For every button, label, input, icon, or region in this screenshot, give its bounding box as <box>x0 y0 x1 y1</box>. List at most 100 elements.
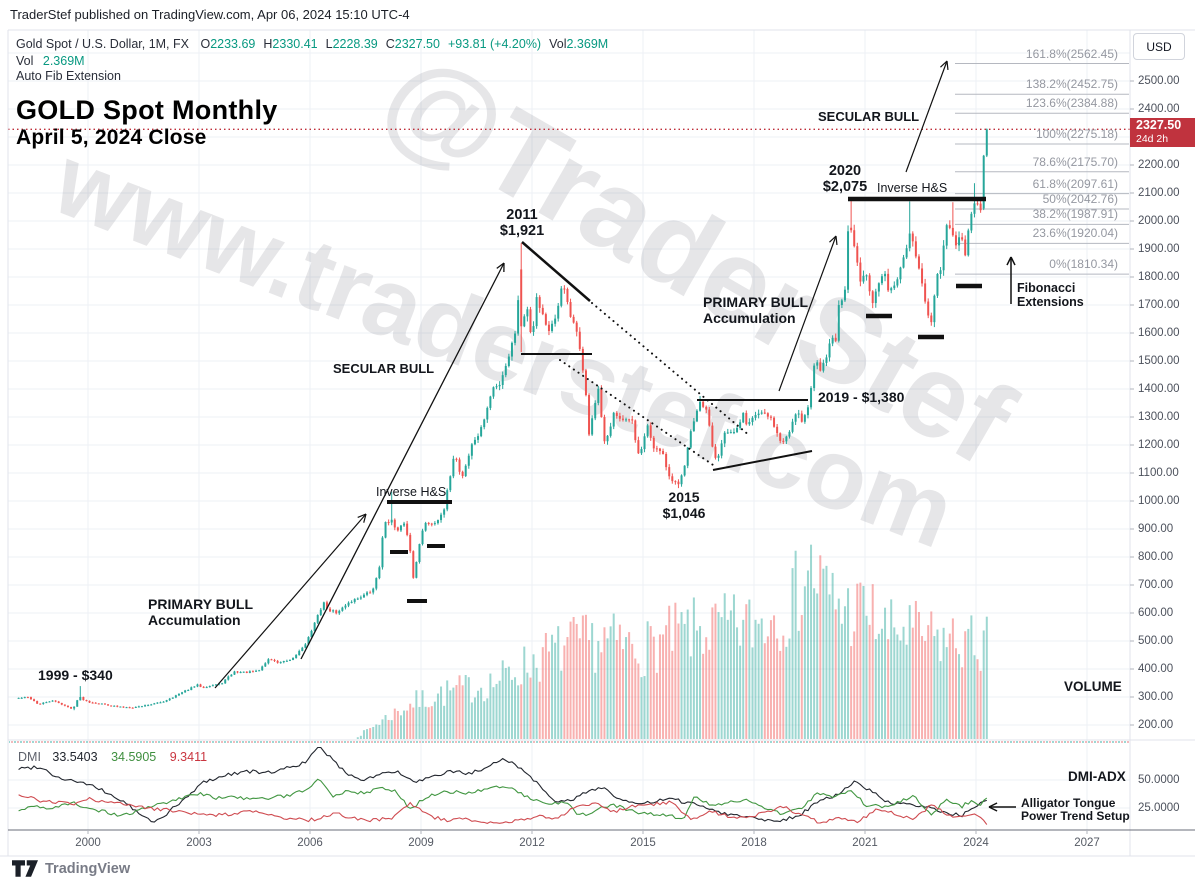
bar-countdown: 24d 2h <box>1136 133 1169 145</box>
year-label: 2024 <box>963 837 989 849</box>
year-label: 2018 <box>741 837 767 849</box>
drawing-arrow-primary-bull-mid[interactable] <box>778 235 838 392</box>
fib-label: 38.2%(1987.91) <box>1032 207 1118 222</box>
symbol-name[interactable]: Gold Spot / U.S. Dollar, 1M, FX <box>16 37 189 51</box>
tradingview-logo-text: TradingView <box>45 860 131 877</box>
fib-label: 78.6%(2175.70) <box>1032 154 1118 169</box>
year-label: 2000 <box>75 837 101 849</box>
label-primary-bull-left[interactable]: PRIMARY BULL Accumulation <box>148 596 253 628</box>
price-tick: 700.00 <box>1138 578 1174 591</box>
drawing-trendline-2015-rising[interactable] <box>712 450 813 471</box>
dmi-line-minus_di <box>18 794 988 825</box>
page-subtitle: April 5, 2024 Close <box>16 126 207 149</box>
drawing-arrow-primary-bull-left[interactable] <box>214 513 367 689</box>
price-tick: 600.00 <box>1138 606 1174 619</box>
price-tick: 900.00 <box>1138 522 1174 535</box>
price-tick: 2500.00 <box>1138 74 1180 87</box>
last-price-value: 2327.50 <box>1136 118 1182 132</box>
year-label: 2015 <box>630 837 656 849</box>
fib-label: 23.6%(1920.04) <box>1032 226 1118 241</box>
label-2015-low[interactable]: 2015 $1,046 <box>662 489 706 521</box>
drawing-arrow-secular-bull-right[interactable] <box>905 60 949 173</box>
year-label: 2027 <box>1074 837 1100 849</box>
price-tick: 1800.00 <box>1138 270 1180 283</box>
quote-value: 2327.50 <box>394 37 440 51</box>
price-tick: 400.00 <box>1138 662 1174 675</box>
label-secular-bull-left[interactable]: SECULAR BULL <box>333 361 435 376</box>
price-tick: 1200.00 <box>1138 438 1180 451</box>
label-2011-peak[interactable]: 2011 $1,921 <box>499 207 545 240</box>
label-1999-base[interactable]: 1999 - $340 <box>38 667 113 683</box>
label-2019-breakout[interactable]: 2019 - $1,380 <box>818 389 905 405</box>
dmi-indicator-lines <box>9 741 1129 825</box>
dmi-line-adx <box>18 746 987 823</box>
quote-key: L <box>325 37 333 51</box>
quote-value: 2233.69 <box>210 37 256 51</box>
price-tick: 500.00 <box>1138 634 1174 647</box>
price-tick: 800.00 <box>1138 550 1174 563</box>
autofib-legend-label: Auto Fib Extension <box>16 69 121 83</box>
label-secular-bull-right[interactable]: SECULAR BULL <box>818 109 920 124</box>
dmi-legend-row[interactable]: DMI 33.5403 34.5905 9.3411 <box>18 750 207 764</box>
fib-label: 61.8%(2097.61) <box>1032 176 1118 191</box>
fib-extension-lines[interactable] <box>955 63 1129 275</box>
drawing-trendline-2011[interactable] <box>521 241 591 302</box>
dmi-scale-tick: 25.0000 <box>1138 801 1180 814</box>
price-tick: 2000.00 <box>1138 214 1180 227</box>
year-label: 2006 <box>297 837 323 849</box>
quote-value: 2228.39 <box>332 37 378 51</box>
quote-key: Vol <box>549 37 567 51</box>
symbol-quote-values: O2233.69 H2330.41 L2228.39 C2327.50 +93.81 (… <box>192 37 608 51</box>
tradingview-logo-icon <box>12 860 38 877</box>
label-primary-bull-mid[interactable]: PRIMARY BULL Accumulation <box>703 294 808 326</box>
year-label: 2012 <box>519 837 545 849</box>
year-label: 2021 <box>852 837 878 849</box>
drawing-arrow-alligator[interactable] <box>988 802 1016 812</box>
last-price-badge: 2327.50 24d 2h <box>1130 118 1195 147</box>
fib-label: 123.6%(2384.88) <box>1025 96 1118 111</box>
fib-label: 161.8%(2562.45) <box>1025 46 1118 61</box>
price-tick: 1000.00 <box>1138 494 1180 507</box>
autofib-legend-row[interactable]: Auto Fib Extension <box>16 69 121 83</box>
price-tick: 1500.00 <box>1138 354 1180 367</box>
label-dmi-adx[interactable]: DMI-ADX <box>1068 769 1126 784</box>
label-2020-peak[interactable]: 2020 $2,075 <box>822 163 868 196</box>
quote-value: 2330.41 <box>272 37 318 51</box>
label-inverse-hs-right[interactable]: Inverse H&S <box>877 181 948 195</box>
fib-label: 50%(2042.76) <box>1042 192 1118 207</box>
dmi-plus-di-value: 34.5905 <box>111 750 157 764</box>
dmi-minus-di-value: 9.3411 <box>169 750 208 764</box>
dmi-scale-tick: 50.0000 <box>1138 773 1180 786</box>
label-alligator[interactable]: Alligator Tongue Power Trend Setup <box>1021 796 1130 824</box>
dmi-adx-value: 33.5403 <box>52 750 98 764</box>
candlesticks <box>17 128 988 711</box>
dmi-legend-label: DMI <box>18 750 41 764</box>
label-inverse-hs-left[interactable]: Inverse H&S <box>376 485 447 499</box>
drawing-arrow-secular-bull-left[interactable] <box>300 262 505 660</box>
symbol-legend-row[interactable]: Gold Spot / U.S. Dollar, 1M, FX O2233.69… <box>16 37 608 51</box>
volume-legend-row[interactable]: Vol 2.369M <box>16 54 85 68</box>
year-label: 2009 <box>408 837 434 849</box>
label-volume[interactable]: VOLUME <box>1064 679 1122 694</box>
chart-drawings[interactable] <box>214 60 1016 812</box>
quote-key: O <box>200 37 211 51</box>
fib-label: 100%(2275.18) <box>1035 126 1118 141</box>
volume-bars <box>356 544 988 739</box>
footer-logo[interactable]: TradingView <box>12 860 130 877</box>
drawing-dotted-downtrend-upper[interactable] <box>591 302 751 437</box>
drawing-dotted-downtrend-lower[interactable] <box>559 359 717 468</box>
grid-lines <box>8 30 1130 830</box>
quote-value: +93.81 (+4.20%) <box>447 37 542 51</box>
fib-label: 0%(1810.34) <box>1049 257 1118 272</box>
currency-button[interactable]: USD <box>1133 33 1185 60</box>
published-line: TraderStef published on TradingView.com,… <box>10 7 410 22</box>
year-label: 2003 <box>186 837 212 849</box>
price-tick: 300.00 <box>1138 690 1174 703</box>
label-fibonacci-ext[interactable]: Fibonacci Extensions <box>1017 281 1084 309</box>
volume-legend-value: 2.369M <box>42 54 85 68</box>
price-tick: 1900.00 <box>1138 242 1180 255</box>
drawing-arrow-fibonacci[interactable] <box>1006 256 1016 304</box>
quote-key: H <box>263 37 273 51</box>
